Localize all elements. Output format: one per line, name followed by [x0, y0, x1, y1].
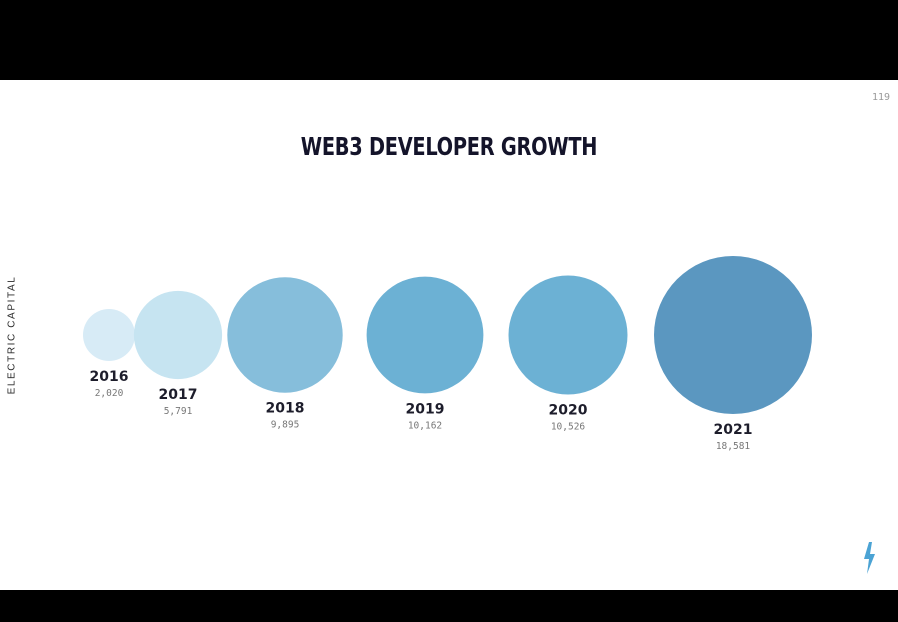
bubble-value-label: 2,020	[95, 388, 124, 399]
lightning-bolt-shape	[864, 542, 875, 574]
chart-title: WEB3 DEVELOPER GROWTH	[300, 132, 598, 161]
page-number: 119	[871, 92, 890, 103]
bubble-year-label: 2017	[159, 387, 198, 403]
slide: 119 WEB3 DEVELOPER GROWTH ELECTRIC CAPIT…	[0, 80, 898, 590]
bubble-year-label: 2020	[549, 403, 588, 419]
bubble-year-label: 2018	[266, 401, 305, 417]
bubble-2017	[133, 290, 223, 380]
bubble-year-label: 2021	[714, 422, 753, 438]
bubble-value-label: 9,895	[271, 420, 300, 431]
bubble-chart: 2016 2,020 2017 5,791 2018 9,895 2019 10,162 202…	[83, 256, 812, 452]
bubble-year-label: 2019	[406, 401, 445, 417]
bubble-2018	[227, 277, 343, 393]
bubble-2016	[83, 309, 135, 361]
bubble-2020	[508, 275, 628, 395]
bubble-2019	[366, 276, 484, 394]
lightning-bolt-icon	[864, 542, 875, 574]
bubble-2021	[654, 256, 812, 414]
bubble-year-label: 2016	[90, 369, 129, 385]
bubble-value-label: 10,526	[551, 422, 586, 433]
bubble-value-label: 18,581	[716, 441, 751, 452]
bubble-value-label: 10,162	[408, 420, 442, 431]
bubble-value-label: 5,791	[164, 406, 193, 417]
